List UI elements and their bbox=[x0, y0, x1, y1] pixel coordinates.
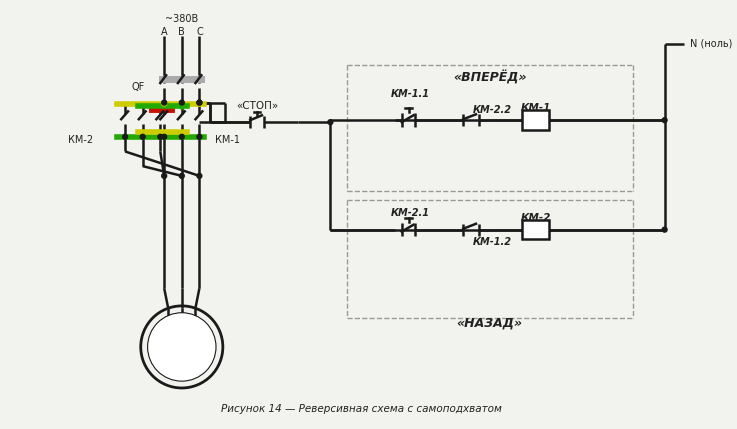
Text: АД: АД bbox=[170, 339, 195, 354]
Text: ~380В: ~380В bbox=[165, 14, 198, 24]
Circle shape bbox=[197, 100, 202, 105]
Circle shape bbox=[197, 134, 202, 139]
Circle shape bbox=[197, 173, 202, 178]
Circle shape bbox=[179, 173, 184, 178]
Text: QF: QF bbox=[131, 82, 144, 92]
Circle shape bbox=[161, 100, 167, 105]
Text: КМ-2.2: КМ-2.2 bbox=[473, 106, 512, 115]
Text: КМ-1: КМ-1 bbox=[215, 135, 240, 145]
Circle shape bbox=[179, 134, 184, 139]
Text: КМ-1.1: КМ-1.1 bbox=[391, 89, 430, 99]
Circle shape bbox=[140, 134, 145, 139]
Circle shape bbox=[158, 134, 163, 139]
Circle shape bbox=[179, 104, 184, 109]
Text: «СТОП»: «СТОП» bbox=[236, 102, 278, 112]
Circle shape bbox=[197, 100, 202, 105]
Circle shape bbox=[122, 134, 128, 139]
Text: КМ-2.1: КМ-2.1 bbox=[391, 208, 430, 218]
Text: КМ-1.2: КМ-1.2 bbox=[473, 237, 512, 248]
Text: КМ-2: КМ-2 bbox=[69, 135, 94, 145]
Circle shape bbox=[161, 173, 167, 178]
Circle shape bbox=[662, 118, 667, 123]
Circle shape bbox=[161, 101, 167, 106]
Text: A: A bbox=[161, 27, 167, 37]
Bar bbox=[522, 220, 549, 239]
Text: КМ-1: КМ-1 bbox=[520, 103, 551, 113]
Text: C: C bbox=[196, 27, 203, 37]
Bar bbox=[522, 110, 549, 130]
Circle shape bbox=[662, 227, 667, 232]
Circle shape bbox=[161, 134, 167, 139]
Circle shape bbox=[179, 100, 184, 105]
Text: N (ноль): N (ноль) bbox=[690, 39, 733, 49]
Circle shape bbox=[197, 101, 202, 106]
Circle shape bbox=[147, 313, 216, 381]
Text: Рисунок 14 — Реверсивная схема с самоподхватом: Рисунок 14 — Реверсивная схема с самопод… bbox=[221, 404, 502, 414]
Circle shape bbox=[328, 120, 333, 124]
Text: «ВПЕРЁД»: «ВПЕРЁД» bbox=[453, 70, 526, 84]
Text: B: B bbox=[178, 27, 185, 37]
Text: КМ-2: КМ-2 bbox=[520, 213, 551, 223]
Text: «НАЗАД»: «НАЗАД» bbox=[457, 317, 523, 330]
